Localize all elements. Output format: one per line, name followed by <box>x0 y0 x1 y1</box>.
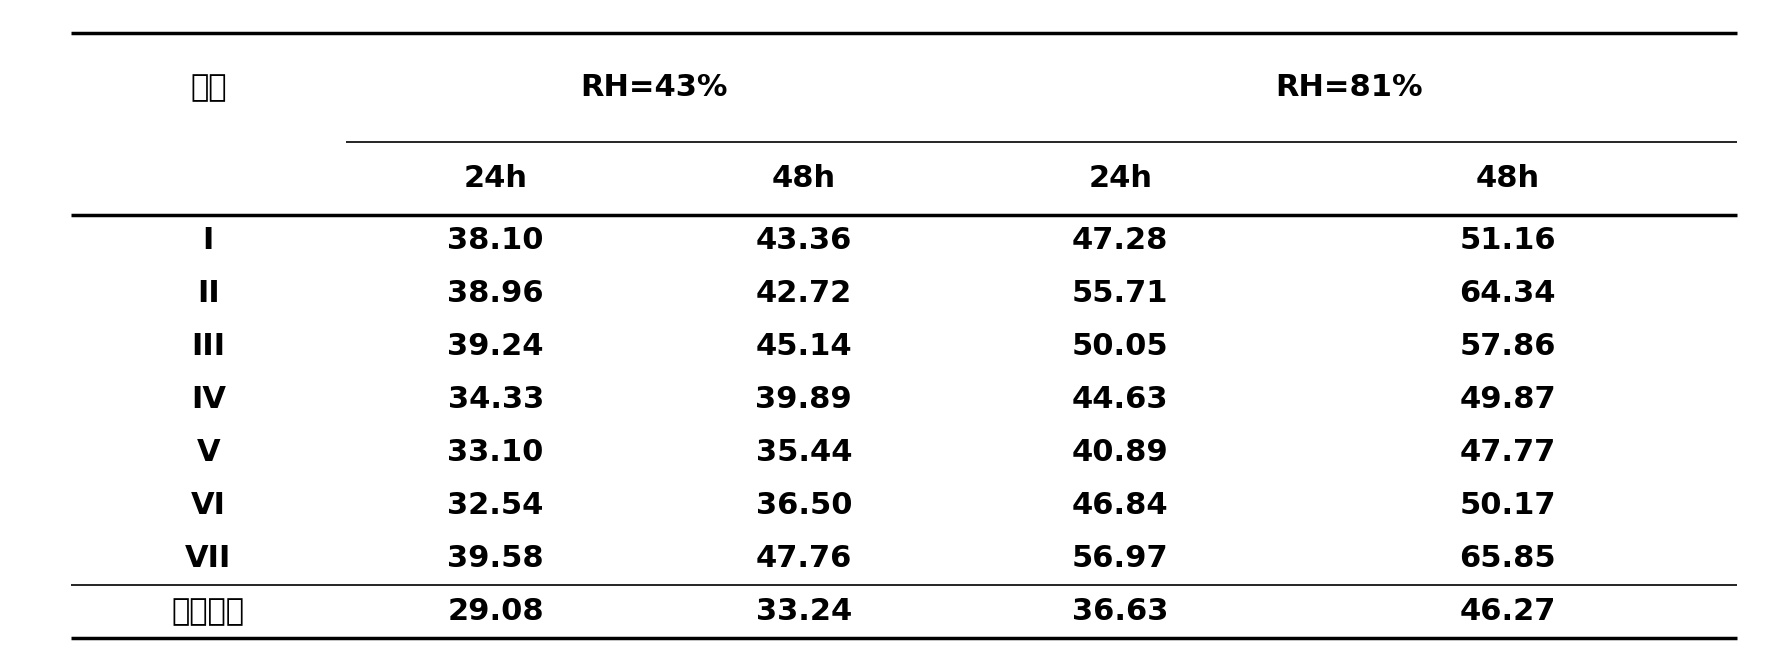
Text: VII: VII <box>184 544 232 573</box>
Text: 43.36: 43.36 <box>755 226 852 255</box>
Text: 48h: 48h <box>1476 164 1540 193</box>
Text: 56.97: 56.97 <box>1072 544 1168 573</box>
Text: 38.10: 38.10 <box>447 226 544 255</box>
Text: 46.84: 46.84 <box>1072 492 1168 520</box>
Text: 45.14: 45.14 <box>755 332 852 361</box>
Text: 33.10: 33.10 <box>448 438 544 467</box>
Text: 47.77: 47.77 <box>1460 438 1556 467</box>
Text: 35.44: 35.44 <box>755 438 852 467</box>
Text: 50.17: 50.17 <box>1460 492 1556 520</box>
Text: 36.50: 36.50 <box>755 492 852 520</box>
Text: RH=43%: RH=43% <box>579 73 728 102</box>
Text: 34.33: 34.33 <box>448 386 544 415</box>
Text: 36.63: 36.63 <box>1072 597 1168 626</box>
Text: 65.85: 65.85 <box>1458 544 1556 573</box>
Text: 46.27: 46.27 <box>1460 597 1556 626</box>
Text: 样品: 样品 <box>190 73 227 102</box>
Text: RH=81%: RH=81% <box>1276 73 1423 102</box>
Text: 47.76: 47.76 <box>755 544 852 573</box>
Text: 44.63: 44.63 <box>1072 386 1168 415</box>
Text: III: III <box>191 332 225 361</box>
Text: 40.89: 40.89 <box>1072 438 1168 467</box>
Text: 38.96: 38.96 <box>447 280 544 309</box>
Text: 42.72: 42.72 <box>755 280 852 309</box>
Text: 55.71: 55.71 <box>1072 280 1168 309</box>
Text: 24h: 24h <box>464 164 528 193</box>
Text: 39.58: 39.58 <box>447 544 544 573</box>
Text: I: I <box>202 226 214 255</box>
Text: 29.08: 29.08 <box>447 597 544 626</box>
Text: 24h: 24h <box>1088 164 1152 193</box>
Text: IV: IV <box>191 386 225 415</box>
Text: 32.54: 32.54 <box>448 492 544 520</box>
Text: VI: VI <box>191 492 225 520</box>
Text: 49.87: 49.87 <box>1458 386 1556 415</box>
Text: 64.34: 64.34 <box>1460 280 1556 309</box>
Text: 透明质酸: 透明质酸 <box>172 597 245 626</box>
Text: 51.16: 51.16 <box>1458 226 1556 255</box>
Text: 47.28: 47.28 <box>1072 226 1168 255</box>
Text: 33.24: 33.24 <box>755 597 852 626</box>
Text: 57.86: 57.86 <box>1460 332 1556 361</box>
Text: II: II <box>197 280 220 309</box>
Text: 39.24: 39.24 <box>447 332 544 361</box>
Text: V: V <box>197 438 220 467</box>
Text: 50.05: 50.05 <box>1072 332 1168 361</box>
Text: 48h: 48h <box>773 164 836 193</box>
Text: 39.89: 39.89 <box>755 386 852 415</box>
